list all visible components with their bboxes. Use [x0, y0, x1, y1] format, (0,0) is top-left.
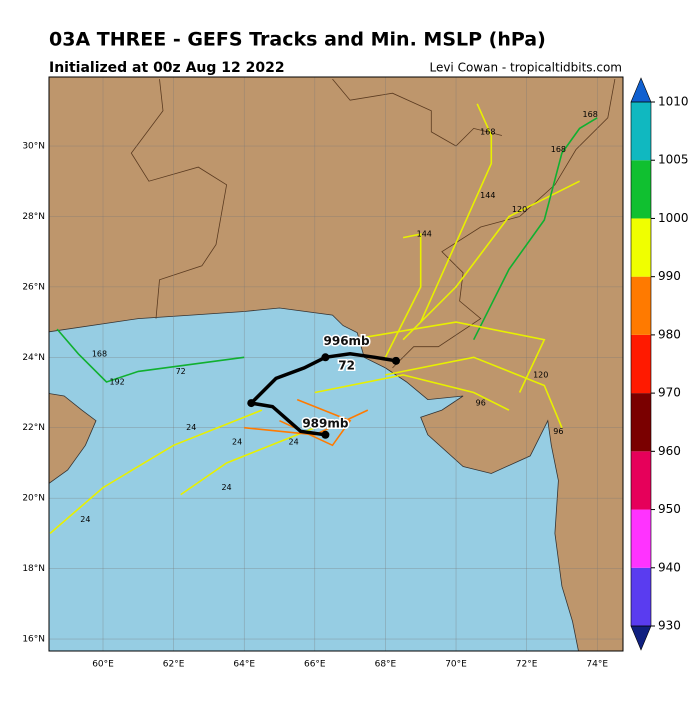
colorbar-tick-label: 960	[658, 444, 681, 458]
colorbar-extend	[630, 625, 652, 651]
ensemble-track	[314, 374, 510, 411]
hour-label: 168	[480, 127, 495, 136]
x-tick-label: 66°E	[304, 660, 326, 670]
pressure-label: 72	[338, 359, 355, 373]
border	[332, 78, 502, 147]
hour-label: 96	[476, 399, 486, 408]
y-tick-label: 18°N	[22, 564, 45, 574]
x-tick-label: 62°E	[163, 660, 185, 670]
x-tick-label: 60°E	[92, 660, 114, 670]
colorbar-bin	[631, 160, 651, 219]
y-tick-label: 16°N	[22, 635, 45, 645]
hour-label: 168	[583, 110, 598, 119]
mean-track	[247, 352, 397, 437]
ensemble-track	[402, 180, 580, 341]
colorbar-bin	[631, 276, 651, 335]
hour-label: 24	[232, 437, 242, 446]
ensemble-track	[472, 117, 598, 341]
hour-label: 24	[221, 483, 231, 492]
ensemble-track	[385, 356, 563, 429]
x-tick-label: 64°E	[233, 660, 255, 670]
oman	[49, 393, 97, 484]
hour-label: 168	[551, 145, 566, 154]
hour-label: 120	[533, 370, 548, 379]
subtitle: Initialized at 00z Aug 12 2022	[49, 60, 285, 76]
track-point	[247, 399, 256, 408]
hour-label: 192	[109, 377, 124, 386]
colorbar-tick-label: 980	[658, 327, 681, 341]
ensemble-track	[349, 321, 546, 393]
colorbar-frame	[630, 101, 652, 627]
hour-label: 96	[553, 427, 563, 436]
colorbar-tick-label: 950	[658, 502, 681, 516]
colorbar-bin	[631, 567, 651, 626]
track-point	[321, 353, 330, 362]
hour-label: 72	[176, 367, 186, 376]
hour-label: 144	[480, 191, 495, 200]
border	[130, 79, 228, 319]
pressure-label: 989mb	[302, 417, 349, 431]
hour-label: 24	[80, 515, 90, 524]
colorbar-tick-label: 1000	[658, 211, 689, 225]
track-point	[321, 430, 330, 439]
hour-label: 24	[186, 423, 196, 432]
colorbar-bin	[631, 509, 651, 568]
y-tick-label: 28°N	[22, 212, 45, 222]
map: 24 24 24 192 168 144 144 120 168 168 168 24 24 120 96 9…	[49, 77, 623, 651]
pressure-label: 996mb	[324, 334, 371, 348]
title: 03A THREE - GEFS Tracks and Min. MSLP (h…	[49, 29, 546, 51]
colorbar-bin	[631, 334, 651, 394]
colorbar-tick-label: 940	[658, 560, 681, 574]
ensemble-track	[56, 328, 245, 383]
colorbar-tick-label: 970	[658, 386, 681, 400]
colorbar-tick-label: 1010	[658, 95, 689, 109]
map-frame	[48, 76, 624, 652]
colorbar-bin	[631, 218, 651, 277]
x-tick-label: 74°E	[586, 660, 608, 670]
colorbar-tick-label: 1005	[658, 153, 689, 167]
ensemble-track	[49, 409, 263, 535]
ocean	[49, 307, 579, 651]
colorbar-bin	[631, 451, 651, 510]
border	[392, 79, 616, 369]
colorbar-tick-label: 990	[658, 269, 681, 283]
colorbar-bin	[631, 393, 651, 452]
colorbar-extend	[630, 77, 652, 103]
x-tick-label: 72°E	[516, 660, 538, 670]
track-point	[392, 356, 401, 365]
colorbar-bin	[631, 102, 651, 161]
colorbar-tick-label: 930	[658, 619, 681, 633]
y-tick-label: 26°N	[22, 282, 45, 292]
y-tick-label: 24°N	[22, 353, 45, 363]
x-tick-label: 70°E	[445, 660, 467, 670]
ensemble-track	[180, 426, 316, 496]
y-tick-label: 20°N	[22, 494, 45, 504]
y-tick-label: 22°N	[22, 423, 45, 433]
ensemble-track	[384, 233, 422, 358]
y-tick-label: 30°N	[22, 142, 45, 152]
x-tick-label: 68°E	[375, 660, 397, 670]
hour-label: 144	[417, 230, 432, 239]
ensemble-track	[419, 103, 493, 323]
hour-label: 24	[289, 437, 299, 446]
credit: Levi Cowan - tropicaltidbits.com	[429, 61, 622, 75]
hour-label: 120	[512, 205, 527, 214]
hour-label: 168	[92, 349, 107, 358]
